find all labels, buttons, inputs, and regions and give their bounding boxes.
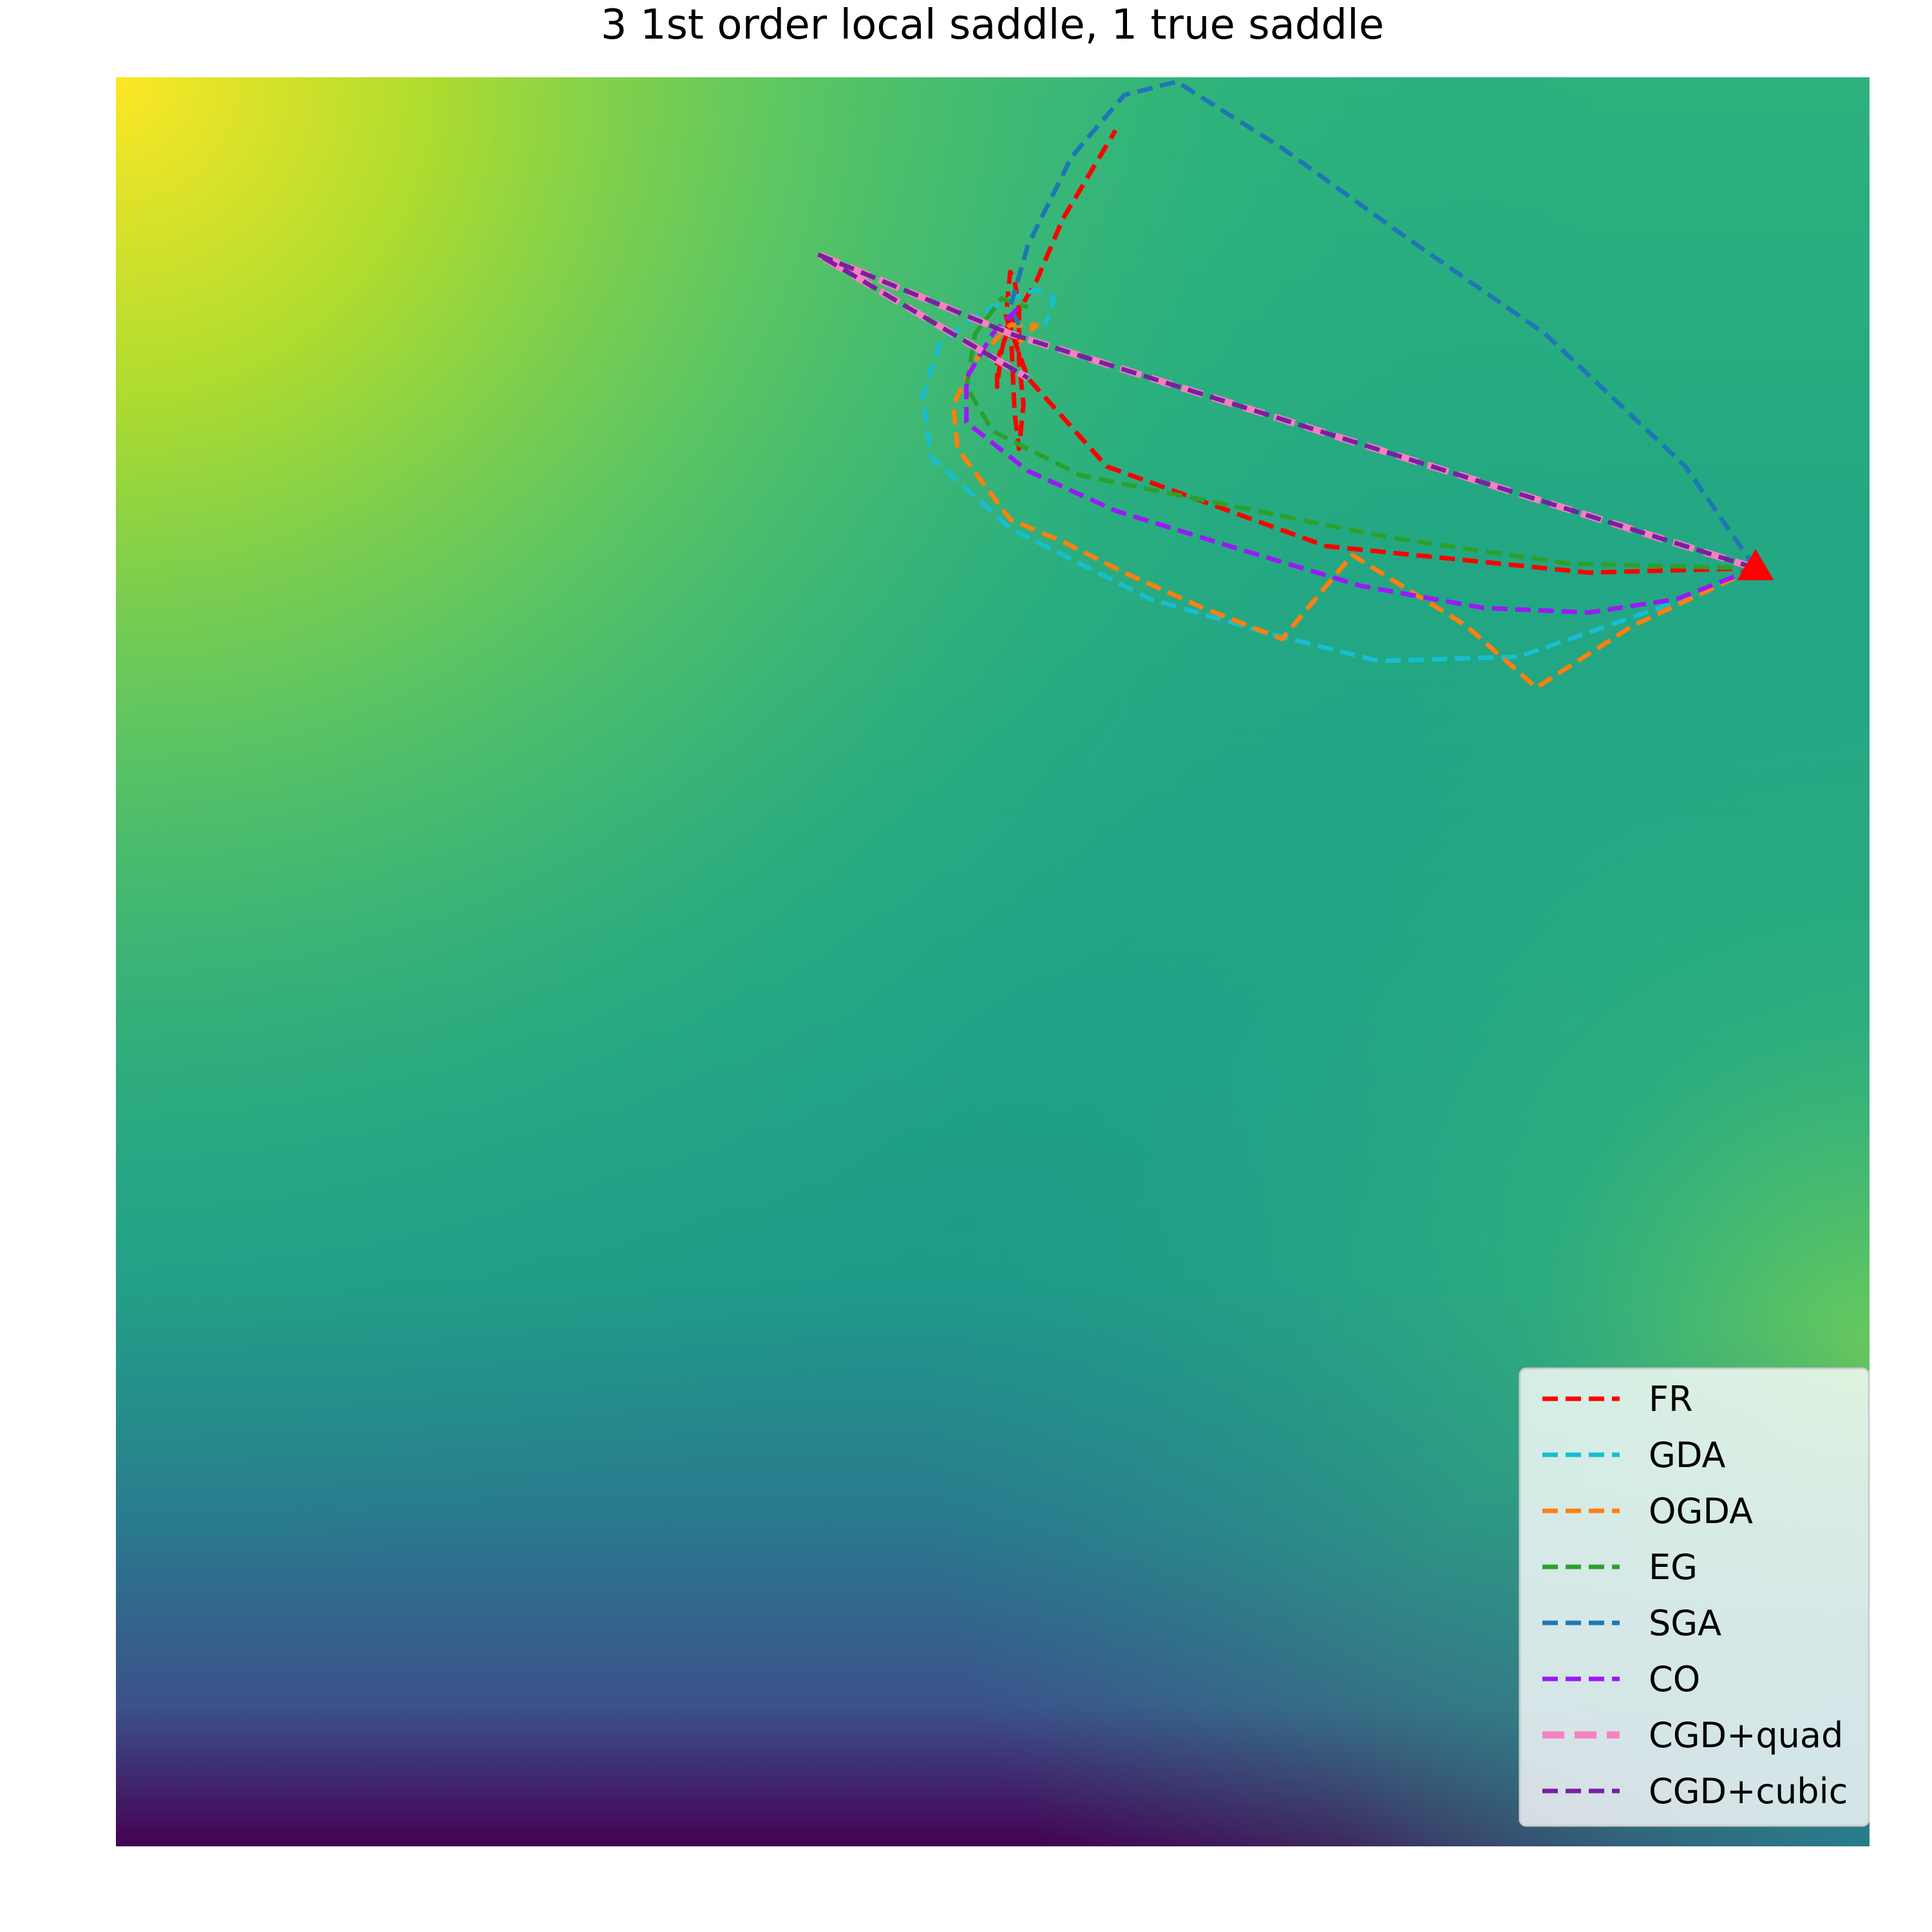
series-line-ogda xyxy=(951,323,1757,690)
legend-entry-co: CO xyxy=(1542,1659,1700,1700)
legend-entry-sga: SGA xyxy=(1542,1603,1721,1643)
trajectory-series xyxy=(813,79,1757,690)
legend-entry-cgd-quad: CGD+quad xyxy=(1542,1715,1843,1756)
legend-label-eg: EG xyxy=(1649,1547,1698,1587)
legend-entry-fr: FR xyxy=(1542,1379,1693,1419)
series-line-co xyxy=(964,305,1757,615)
chart-title: 3 1st order local saddle, 1 true saddle xyxy=(601,1,1384,49)
series-line-eg xyxy=(964,296,1756,571)
legend-entry-gda: GDA xyxy=(1542,1435,1725,1475)
legend-label-co: CO xyxy=(1649,1659,1700,1700)
legend-box xyxy=(1519,1367,1870,1827)
legend-label-cgd-cubic: CGD+cubic xyxy=(1649,1771,1848,1812)
legend-label-ogda: OGDA xyxy=(1649,1491,1753,1531)
legend: FR GDA OGDA EG SGA CO CGD+quad CGD+cubic xyxy=(1519,1367,1870,1827)
series-line-cgd-cubic xyxy=(815,252,1757,571)
legend-entry-cgd-cubic: CGD+cubic xyxy=(1542,1771,1848,1812)
series-line-fr xyxy=(994,129,1756,575)
saddle-triangle-marker xyxy=(1737,549,1774,580)
legend-label-gda: GDA xyxy=(1649,1435,1725,1475)
plot-area xyxy=(116,77,1870,1846)
series-line-gda xyxy=(920,287,1757,663)
legend-label-fr: FR xyxy=(1649,1379,1693,1419)
legend-label-sga: SGA xyxy=(1649,1603,1721,1643)
legend-label-cgd-quad: CGD+quad xyxy=(1649,1715,1843,1756)
legend-entry-ogda: OGDA xyxy=(1542,1491,1753,1531)
legend-entry-eg: EG xyxy=(1542,1547,1698,1587)
saddle-marker-layer xyxy=(1737,549,1774,580)
